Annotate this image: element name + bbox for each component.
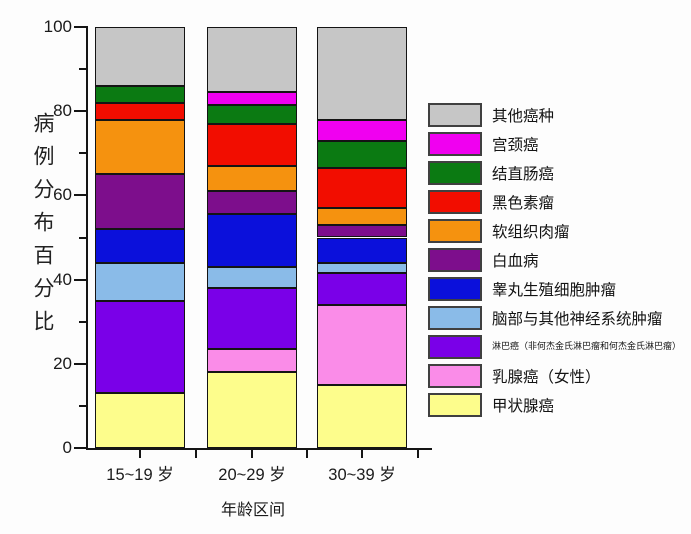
legend-swatch-other bbox=[428, 102, 482, 127]
x-axis-category-label: 20~29 岁 bbox=[218, 466, 286, 484]
x-axis-category-label: 30~39 岁 bbox=[328, 466, 396, 484]
bar-segment-leukemia bbox=[95, 174, 185, 230]
legend-label-cervical: 宫颈癌 bbox=[492, 136, 539, 154]
legend-swatch-breast bbox=[428, 363, 482, 388]
bar-segment-testicular bbox=[317, 237, 407, 263]
y-axis-minor-tick bbox=[79, 404, 86, 407]
bar-segment-brain-cns bbox=[207, 266, 297, 289]
legend-label-testicular: 睾丸生殖细胞肿瘤 bbox=[492, 281, 617, 299]
y-axis-major-tick bbox=[74, 278, 86, 281]
legend-row-cervical: 宫颈癌 bbox=[428, 129, 690, 158]
x-axis-tick bbox=[251, 450, 253, 458]
y-axis-tick-label: 0 bbox=[62, 438, 72, 457]
legend-label-lymphoma: 淋巴癌（非何杰金氏淋巴瘤和何杰金氏淋巴瘤） bbox=[492, 340, 682, 351]
legend-label-thyroid: 甲状腺癌 bbox=[492, 397, 555, 415]
legend-label-other: 其他癌种 bbox=[492, 107, 555, 125]
bar-segment-breast bbox=[207, 349, 297, 373]
y-axis-tick-label: 20 bbox=[53, 353, 72, 373]
bar-segment-cervical bbox=[317, 119, 407, 141]
legend-row-melanoma: 黑色素瘤 bbox=[428, 187, 690, 216]
bar-segment-other bbox=[317, 27, 407, 120]
legend-row-breast: 乳腺癌（女性） bbox=[428, 361, 690, 390]
bar-segment-soft-tissue bbox=[207, 165, 297, 192]
legend-row-colorectal: 结直肠癌 bbox=[428, 158, 690, 187]
bar-segment-soft-tissue bbox=[317, 208, 407, 225]
legend-label-soft-tissue: 软组织肉瘤 bbox=[492, 223, 570, 241]
y-axis-major-tick bbox=[74, 447, 86, 449]
bar-segment-lymphoma bbox=[207, 288, 297, 350]
legend-row-lymphoma: 淋巴癌（非何杰金氏淋巴瘤和何杰金氏淋巴瘤） bbox=[428, 332, 690, 361]
bar-segment-lymphoma bbox=[95, 300, 185, 394]
y-axis-minor-tick bbox=[79, 320, 86, 323]
legend-label-leukemia: 白血病 bbox=[492, 252, 539, 270]
y-axis-tick-label: 80 bbox=[53, 101, 72, 121]
y-axis-title: 病例分布百分比 bbox=[31, 112, 54, 343]
y-axis-major-tick bbox=[74, 26, 86, 28]
bar-segment-breast bbox=[317, 304, 407, 385]
bar-segment-brain-cns bbox=[317, 262, 407, 274]
bar-segment-other bbox=[95, 27, 185, 86]
legend-swatch-colorectal bbox=[428, 160, 482, 185]
legend-label-breast: 乳腺癌（女性） bbox=[492, 368, 601, 386]
legend-swatch-thyroid bbox=[428, 392, 482, 417]
bar-segment-colorectal bbox=[317, 140, 407, 169]
x-axis-tick bbox=[361, 450, 363, 458]
bar-segment-other bbox=[207, 27, 297, 93]
y-axis-line bbox=[86, 26, 88, 450]
y-axis-major-tick bbox=[74, 362, 86, 365]
legend-swatch-cervical bbox=[428, 131, 482, 156]
legend-row-soft-tissue: 软组织肉瘤 bbox=[428, 216, 690, 245]
bar-segment-colorectal bbox=[207, 104, 297, 124]
chart-legend: 其他癌种宫颈癌结直肠癌黑色素瘤软组织肉瘤白血病睾丸生殖细胞肿瘤脑部与其他神经系统… bbox=[428, 100, 690, 419]
bar-segment-thyroid bbox=[207, 372, 297, 448]
bar-segment-melanoma bbox=[207, 123, 297, 166]
y-axis-minor-tick bbox=[79, 236, 86, 239]
legend-swatch-soft-tissue bbox=[428, 218, 482, 243]
y-axis-minor-tick bbox=[79, 152, 86, 155]
bar-segment-melanoma bbox=[95, 102, 185, 120]
legend-row-brain-cns: 脑部与其他神经系统肿瘤 bbox=[428, 303, 690, 332]
legend-row-leukemia: 白血病 bbox=[428, 245, 690, 274]
x-axis-line bbox=[86, 448, 432, 450]
bar-segment-lymphoma bbox=[317, 273, 407, 305]
legend-swatch-lymphoma bbox=[428, 334, 482, 359]
bar-segment-melanoma bbox=[317, 168, 407, 209]
y-axis-minor-tick bbox=[79, 68, 86, 71]
x-axis-tick bbox=[139, 450, 141, 458]
x-axis-tick bbox=[195, 450, 197, 458]
bar-segment-soft-tissue bbox=[95, 119, 185, 175]
legend-swatch-testicular bbox=[428, 276, 482, 301]
legend-row-testicular: 睾丸生殖细胞肿瘤 bbox=[428, 274, 690, 303]
bar-segment-cervical bbox=[207, 92, 297, 105]
x-axis-title: 年龄区间 bbox=[220, 502, 285, 519]
legend-row-thyroid: 甲状腺癌 bbox=[428, 390, 690, 419]
y-axis-tick-label: 40 bbox=[53, 269, 72, 289]
bar-segment-leukemia bbox=[317, 224, 407, 238]
legend-label-melanoma: 黑色素瘤 bbox=[492, 194, 555, 212]
legend-swatch-brain-cns bbox=[428, 305, 482, 330]
legend-label-brain-cns: 脑部与其他神经系统肿瘤 bbox=[492, 310, 663, 328]
bar-segment-testicular bbox=[207, 214, 297, 267]
bar-segment-testicular bbox=[95, 229, 185, 263]
x-axis-tick bbox=[306, 450, 308, 458]
legend-row-other: 其他癌种 bbox=[428, 100, 690, 129]
bar-segment-thyroid bbox=[317, 384, 407, 448]
y-axis-major-tick bbox=[74, 194, 86, 197]
bar-segment-leukemia bbox=[207, 191, 297, 215]
bar-segment-thyroid bbox=[95, 393, 185, 448]
legend-swatch-melanoma bbox=[428, 189, 482, 214]
x-axis-tick bbox=[417, 450, 419, 458]
legend-label-colorectal: 结直肠癌 bbox=[492, 165, 555, 183]
legend-swatch-leukemia bbox=[428, 247, 482, 272]
bar-segment-colorectal bbox=[95, 85, 185, 103]
y-axis-tick-label: 60 bbox=[53, 185, 72, 205]
y-axis-tick-label: 100 bbox=[43, 17, 72, 36]
y-axis-major-tick bbox=[74, 110, 86, 113]
x-axis-category-label: 15~19 岁 bbox=[106, 466, 174, 484]
bar-segment-brain-cns bbox=[95, 262, 185, 301]
